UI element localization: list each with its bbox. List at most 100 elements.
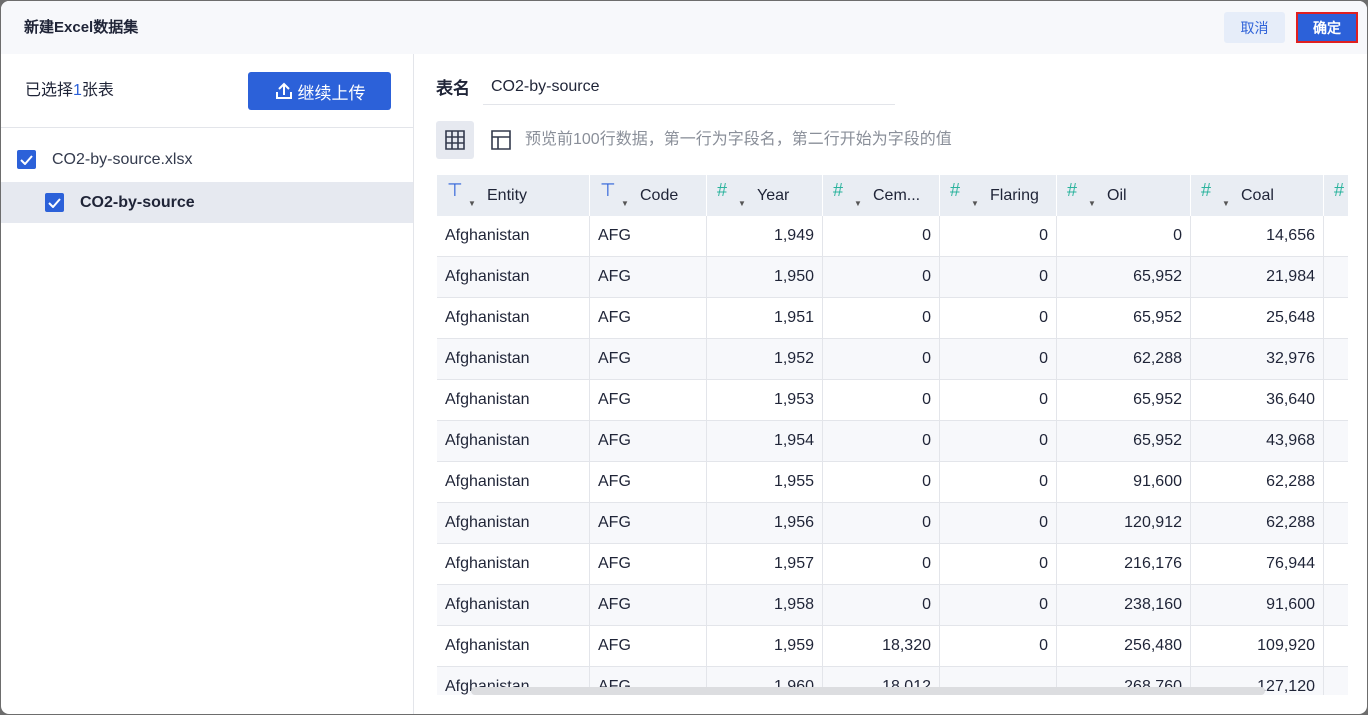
table-cell: 216,176: [1057, 544, 1191, 585]
table-row: Afghanistan AFG 1,957 0 0 216,176 76,944: [437, 544, 1348, 585]
table-cell: 43,968: [1191, 421, 1324, 462]
divider: [1, 127, 414, 128]
table-cell: [1324, 626, 1348, 667]
table-cell: [1324, 257, 1348, 298]
table-cell: 1,956: [707, 503, 823, 544]
main-panel: 表名 CO2-by-source 预览前100行数据，第一行为字段名，第二行开始…: [415, 54, 1367, 714]
caret-down-icon[interactable]: ▼: [1222, 199, 1230, 208]
table-cell: 120,912: [1057, 503, 1191, 544]
dialog-header: 新建Excel数据集 取消 确定: [1, 1, 1367, 54]
table-row: Afghanistan AFG 1,952 0 0 62,288 32,976: [437, 339, 1348, 380]
column-header[interactable]: ⊤ ▼ Code: [590, 175, 707, 216]
column-label: Flaring: [990, 187, 1039, 204]
table-header-row: ⊤ ▼ Entity ⊤ ▼ Code # ▼ Year # ▼ Cem... # ▼ Flaring # ▼ O…: [437, 175, 1348, 216]
table-cell: [1324, 503, 1348, 544]
number-type-icon[interactable]: #: [717, 180, 728, 200]
number-type-icon[interactable]: #: [1334, 180, 1345, 200]
table-cell: 0: [940, 544, 1057, 585]
table-cell: 0: [823, 216, 940, 257]
table-cell: [1324, 667, 1348, 695]
selected-count-text: 已选择1张表: [25, 81, 114, 100]
table-name-input[interactable]: CO2-by-source: [483, 71, 895, 105]
checkbox-checked-icon[interactable]: [45, 193, 64, 212]
text-type-icon[interactable]: ⊤: [600, 180, 616, 200]
column-header[interactable]: # ▼ Year: [707, 175, 823, 216]
table-cell: 0: [823, 462, 940, 503]
table-cell: Afghanistan: [437, 503, 590, 544]
table-row: Afghanistan AFG 1,958 0 0 238,160 91,600: [437, 585, 1348, 626]
checkbox-checked-icon[interactable]: [17, 150, 36, 170]
column-label: Cem...: [873, 187, 921, 204]
column-header[interactable]: # ▼ Oil: [1057, 175, 1191, 216]
cancel-button[interactable]: 取消: [1224, 12, 1285, 43]
preview-hint: 预览前100行数据，第一行为字段名，第二行开始为字段的值: [525, 131, 952, 148]
upload-icon: [275, 82, 292, 99]
table-cell: Afghanistan: [437, 462, 590, 503]
caret-down-icon[interactable]: ▼: [468, 199, 476, 208]
table-cell: 32,976: [1191, 339, 1324, 380]
confirm-button[interactable]: 确定: [1296, 12, 1358, 43]
table-cell: 238,160: [1057, 585, 1191, 626]
table-cell: 0: [823, 585, 940, 626]
table-cell: 1,955: [707, 462, 823, 503]
continue-upload-button[interactable]: 继续上传: [248, 72, 391, 110]
table-cell: AFG: [590, 421, 707, 462]
table-cell: 18,320: [823, 626, 940, 667]
grid-view-icon[interactable]: [436, 121, 474, 159]
table-cell: 0: [940, 421, 1057, 462]
table-row: Afghanistan AFG 1,955 0 0 91,600 62,288: [437, 462, 1348, 503]
table-cell: AFG: [590, 216, 707, 257]
table-cell: 65,952: [1057, 298, 1191, 339]
caret-down-icon[interactable]: ▼: [621, 199, 629, 208]
caret-down-icon[interactable]: ▼: [738, 199, 746, 208]
table-cell: 0: [940, 626, 1057, 667]
number-type-icon[interactable]: #: [950, 180, 961, 200]
table-cell: 0: [823, 421, 940, 462]
table-cell: [1324, 462, 1348, 503]
text-type-icon[interactable]: ⊤: [447, 180, 463, 200]
column-label: Coal: [1241, 187, 1274, 204]
table-cell: 1,957: [707, 544, 823, 585]
table-cell: 0: [823, 503, 940, 544]
table-grid: ⊤ ▼ Entity ⊤ ▼ Code # ▼ Year # ▼ Cem... # ▼ Flaring # ▼ O…: [437, 175, 1348, 695]
column-header[interactable]: # ▼ Coal: [1191, 175, 1324, 216]
table-cell: Afghanistan: [437, 216, 590, 257]
file-item[interactable]: CO2-by-source.xlsx: [17, 150, 192, 170]
column-header[interactable]: # ▼ Cem...: [823, 175, 940, 216]
table-cell: Afghanistan: [437, 298, 590, 339]
table-cell: 0: [823, 339, 940, 380]
column-header[interactable]: #▼: [1324, 175, 1348, 216]
table-cell: 0: [940, 339, 1057, 380]
table-cell: 0: [940, 257, 1057, 298]
table-cell: 91,600: [1191, 585, 1324, 626]
table-cell: AFG: [590, 585, 707, 626]
caret-down-icon[interactable]: ▼: [854, 199, 862, 208]
table-cell: Afghanistan: [437, 585, 590, 626]
table-row: Afghanistan AFG 1,959 18,320 0 256,480 109,920: [437, 626, 1348, 667]
table-cell: 1,959: [707, 626, 823, 667]
caret-down-icon[interactable]: ▼: [1088, 199, 1096, 208]
table-cell: Afghanistan: [437, 339, 590, 380]
table-cell: 1,949: [707, 216, 823, 257]
sheet-item[interactable]: CO2-by-source: [1, 182, 413, 223]
table-cell: 36,640: [1191, 380, 1324, 421]
table-cell: [1324, 339, 1348, 380]
table-cell: Afghanistan: [437, 380, 590, 421]
table-cell: Afghanistan: [437, 257, 590, 298]
table-row: Afghanistan AFG 1,949 0 0 0 14,656: [437, 216, 1348, 257]
column-header[interactable]: # ▼ Flaring: [940, 175, 1057, 216]
table-cell: AFG: [590, 257, 707, 298]
number-type-icon[interactable]: #: [1201, 180, 1212, 200]
table-cell: 62,288: [1191, 503, 1324, 544]
column-header[interactable]: ⊤ ▼ Entity: [437, 175, 590, 216]
caret-down-icon[interactable]: ▼: [971, 199, 979, 208]
table-cell: 14,656: [1191, 216, 1324, 257]
number-type-icon[interactable]: #: [833, 180, 844, 200]
layout-view-icon[interactable]: [479, 121, 523, 159]
table-cell: 25,648: [1191, 298, 1324, 339]
number-type-icon[interactable]: #: [1067, 180, 1078, 200]
selected-count: 1: [73, 82, 82, 99]
table-cell: Afghanistan: [437, 421, 590, 462]
horizontal-scrollbar[interactable]: [471, 687, 1265, 695]
table-cell: 65,952: [1057, 421, 1191, 462]
